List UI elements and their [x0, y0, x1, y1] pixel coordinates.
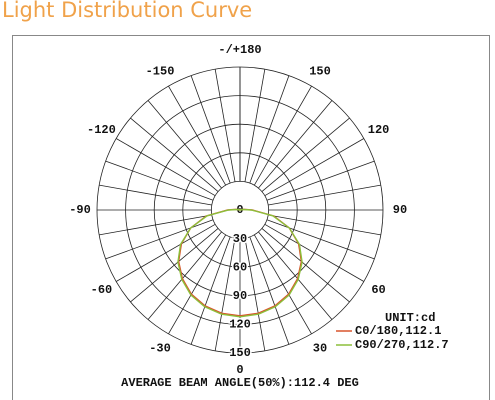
theta-tick-label: -/+180	[218, 43, 261, 57]
grid-circle	[96, 66, 384, 354]
theta-tick-label: -90	[69, 203, 91, 217]
theta-tick-label: -30	[149, 342, 171, 356]
r-tick-label: 150	[229, 346, 251, 360]
curve	[177, 208, 303, 318]
theta-tick-label: 60	[371, 283, 385, 297]
theta-tick-label: 30	[313, 342, 327, 356]
grid-circle	[210, 180, 269, 239]
legend-label: C90/270,112.7	[355, 338, 449, 352]
theta-tick-label: 90	[393, 203, 407, 217]
r-tick-label: 90	[233, 289, 247, 303]
frame	[12, 35, 490, 400]
r-tick-label: 30	[233, 232, 247, 246]
annotation: AVERAGE BEAM ANGLE(50%):112.4 DEG	[121, 376, 359, 390]
theta-tick-label: 150	[309, 65, 331, 79]
theta-tick-label: -120	[87, 123, 116, 137]
theta-tick-label: 0	[236, 363, 243, 377]
r-tick-label: 60	[233, 260, 247, 274]
chart-title: Light Distribution Curve	[2, 0, 252, 22]
r-tick-label: 120	[229, 318, 251, 332]
theta-tick-label: -60	[91, 283, 113, 297]
grid-circle	[125, 95, 355, 325]
theta-tick-label: 120	[368, 123, 390, 137]
theta-tick-label: -150	[146, 65, 175, 79]
grid-circle	[182, 152, 298, 268]
unit-label: UNIT:cd	[385, 311, 435, 325]
legend-label: C0/180,112.1	[355, 324, 441, 338]
grid-circle	[153, 123, 327, 297]
